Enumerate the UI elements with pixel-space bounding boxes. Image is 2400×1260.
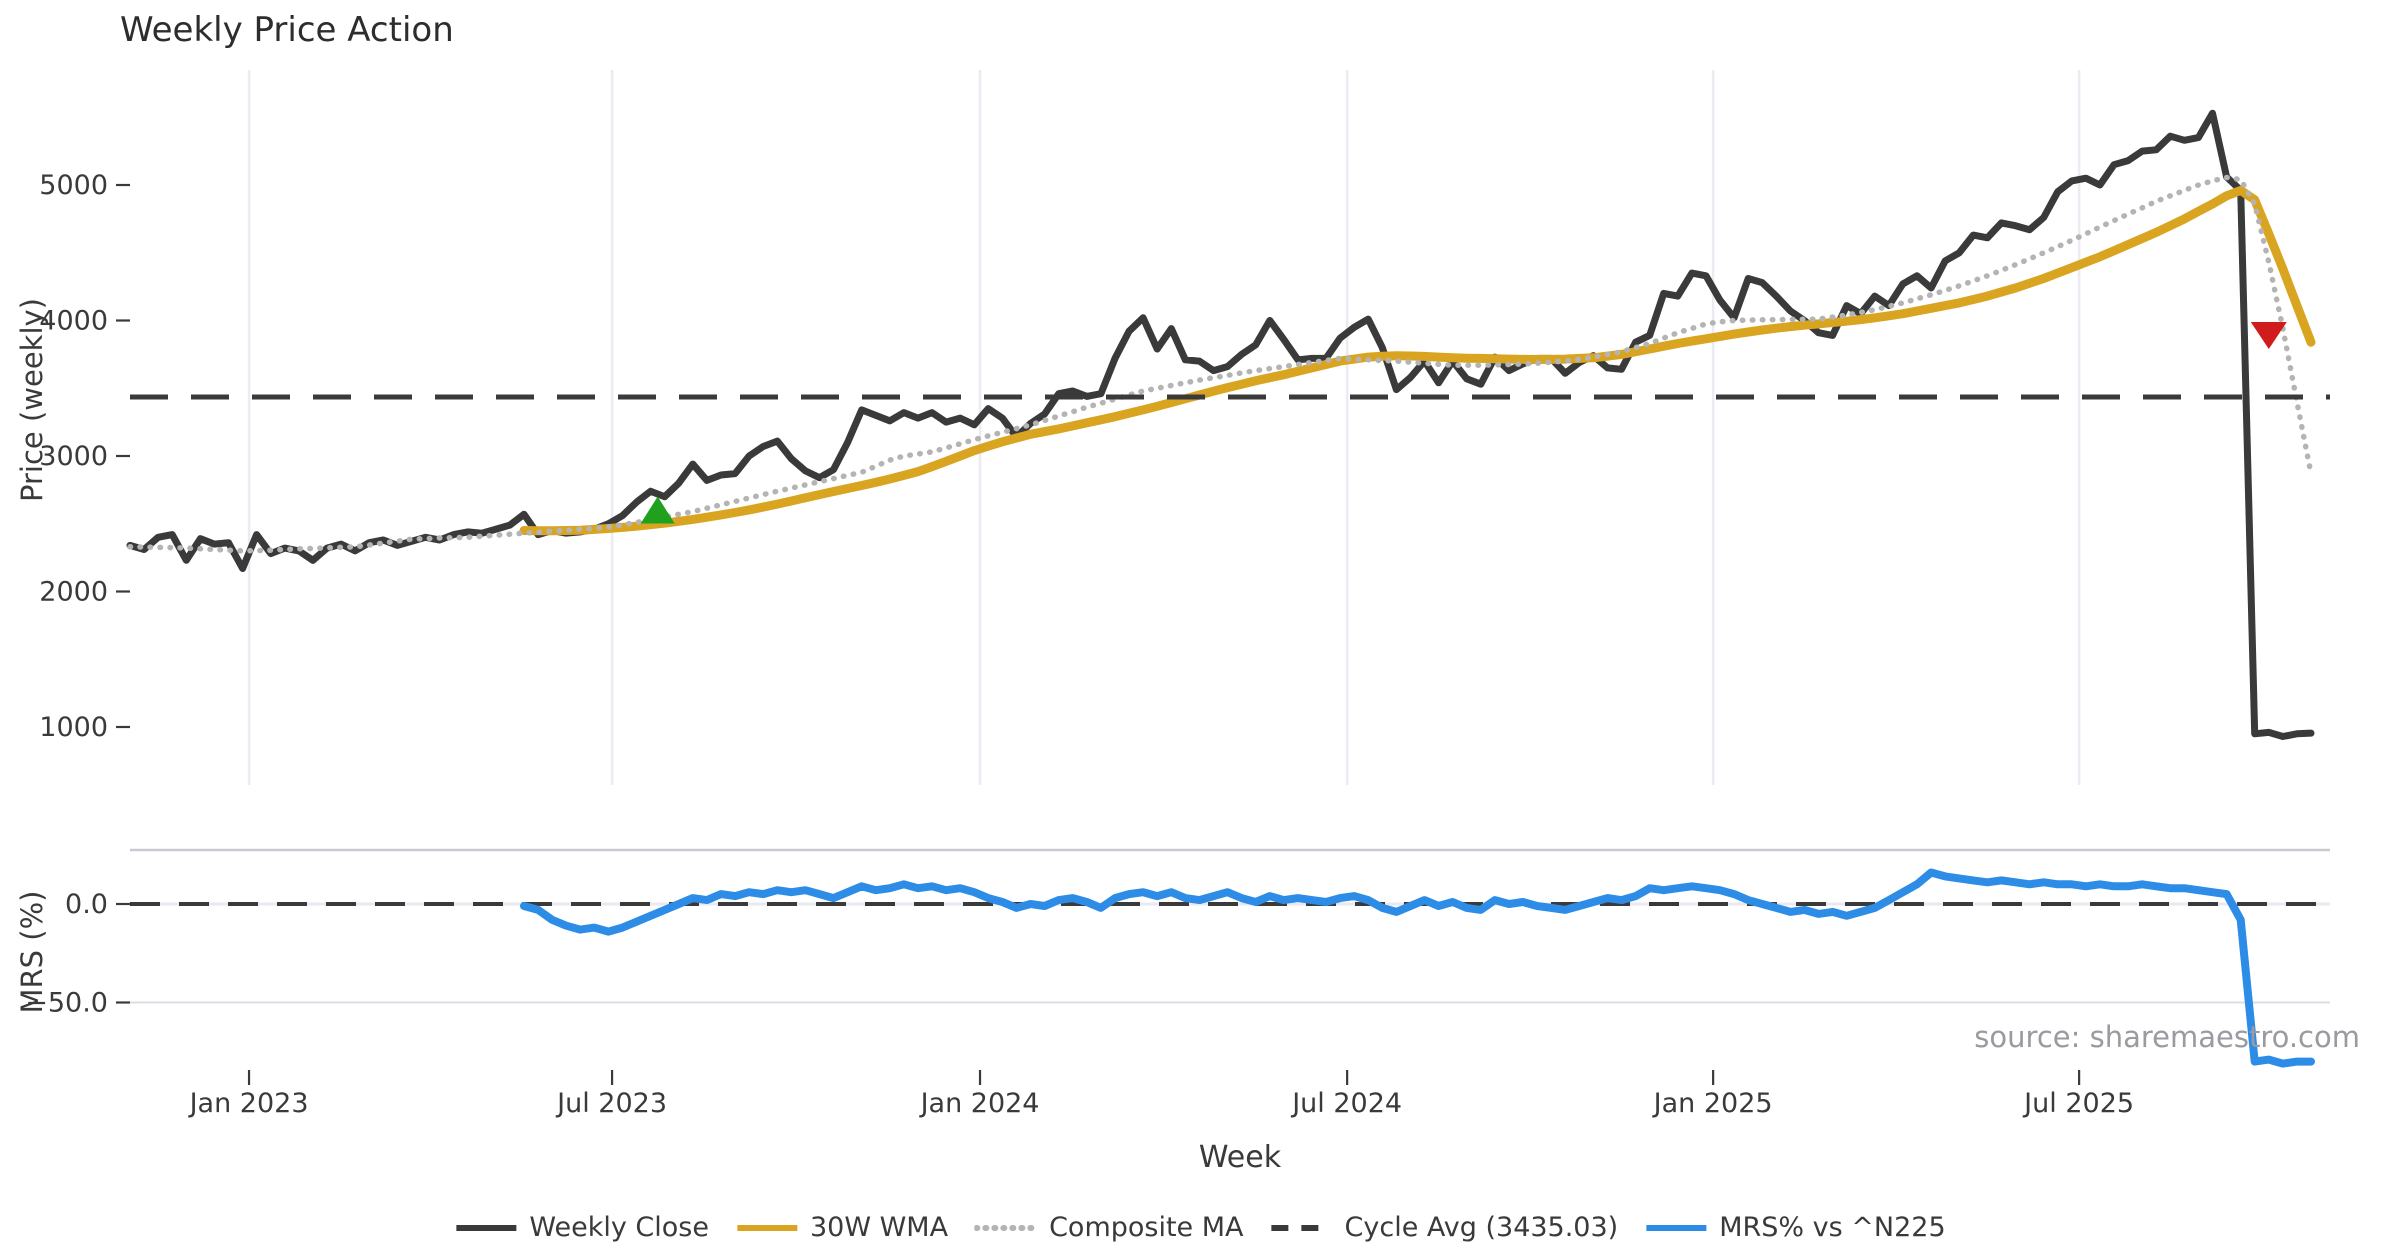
x-tick-label: Jan 2023 (188, 1088, 309, 1119)
legend-item-weekly-close: Weekly Close (454, 1212, 709, 1243)
x-axis-title: Week (1198, 1140, 1282, 1175)
price-tick-label: 4000 (39, 306, 108, 337)
x-tick-label: Jul 2024 (1290, 1088, 1402, 1119)
source-note: source: sharemaestro.com (1974, 1020, 2360, 1054)
legend-label: 30W WMA (809, 1212, 949, 1243)
legend-swatch (456, 1224, 517, 1231)
mrs-tick-label: 0.0 (65, 889, 108, 920)
series-composite-ma-line (127, 174, 2314, 554)
legend-swatch (974, 1224, 1039, 1231)
chart-title: Weekly Price Action (120, 10, 454, 50)
x-tick-label: Jan 2024 (919, 1088, 1040, 1119)
mrs-tick-label: −50.0 (25, 988, 108, 1019)
sell-signal-marker (2250, 322, 2287, 350)
legend-label: Weekly Close (529, 1212, 709, 1243)
legend-item-composite-ma: Composite MA (974, 1212, 1244, 1243)
legend-swatch (1271, 1224, 1332, 1231)
legend-swatch (1646, 1224, 1707, 1231)
legend-label: Cycle Avg (3435.03) (1344, 1212, 1619, 1243)
legend-label: Composite MA (1049, 1212, 1244, 1243)
price-tick-label: 3000 (39, 441, 108, 472)
legend-item-cycle-avg-3435-03-: Cycle Avg (3435.03) (1270, 1212, 1619, 1243)
x-tick-label: Jul 2023 (555, 1088, 667, 1119)
legend-label: MRS% vs ^N225 (1719, 1212, 1946, 1243)
series-30w-wma-line (519, 185, 2316, 536)
price-axis-title: Price (weekly) (15, 297, 49, 503)
x-tick-label: Jan 2025 (1652, 1088, 1773, 1119)
legend-item-mrs-vs-n225: MRS% vs ^N225 (1644, 1212, 1946, 1243)
x-tick-label: Jul 2025 (2022, 1088, 2134, 1119)
price-tick-label: 5000 (39, 170, 108, 201)
series-mrs-vs-n225-line (520, 868, 2315, 1068)
chart-legend: Weekly Close 30W WMA Composite MA Cycle Avg… (454, 1212, 1946, 1243)
legend-item-30w-wma: 30W WMA (735, 1212, 948, 1243)
price-tick-label: 1000 (39, 712, 108, 743)
price-tick-label: 2000 (39, 577, 108, 608)
legend-swatch (736, 1224, 797, 1231)
buy-signal-marker (640, 496, 675, 524)
mrs-axis-title: MRS (%) (15, 890, 49, 1014)
series-weekly-close-line (126, 109, 2315, 740)
